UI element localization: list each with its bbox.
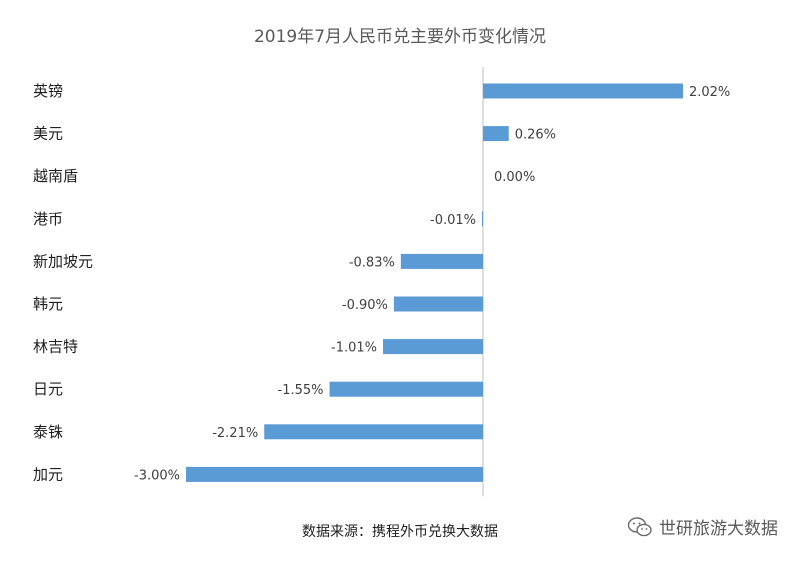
category-label: 越南盾: [33, 167, 78, 185]
watermark-text: 世研旅游大数据: [659, 519, 778, 539]
watermark: 世研旅游大数据: [627, 514, 778, 539]
bar: [186, 466, 483, 482]
bar: [393, 296, 483, 312]
bar: [329, 381, 483, 397]
category-label: 加元: [33, 465, 63, 483]
category-label: 英镑: [33, 82, 63, 100]
bar: [482, 211, 484, 227]
bar: [483, 83, 683, 99]
wechat-icon: [627, 516, 652, 536]
bar: [383, 339, 483, 355]
data-label: 2.02%: [689, 85, 730, 100]
category-label: 日元: [33, 380, 63, 398]
bar: [483, 126, 509, 142]
bar: [400, 253, 483, 269]
bar: [264, 424, 483, 440]
category-label: 泰铢: [33, 423, 63, 441]
data-label: 0.26%: [515, 128, 556, 143]
data-label: -0.83%: [349, 255, 395, 270]
chart-title: 2019年7月人民币兑主要外币变化情况: [253, 27, 547, 47]
data-label: 0.00%: [494, 170, 535, 185]
source-note: 数据来源：携程外币兑换大数据: [302, 524, 498, 540]
category-label: 美元: [33, 125, 63, 143]
data-label: -2.21%: [212, 426, 258, 441]
data-label: -1.01%: [331, 341, 377, 356]
category-label: 新加坡元: [33, 252, 93, 270]
category-label: 韩元: [33, 295, 63, 313]
category-label: 港币: [33, 210, 63, 228]
data-label: -0.01%: [430, 213, 476, 228]
data-label: -0.90%: [342, 298, 388, 313]
data-label: -1.55%: [278, 383, 324, 398]
category-label: 林吉特: [33, 338, 78, 356]
data-label: -3.00%: [134, 468, 180, 483]
